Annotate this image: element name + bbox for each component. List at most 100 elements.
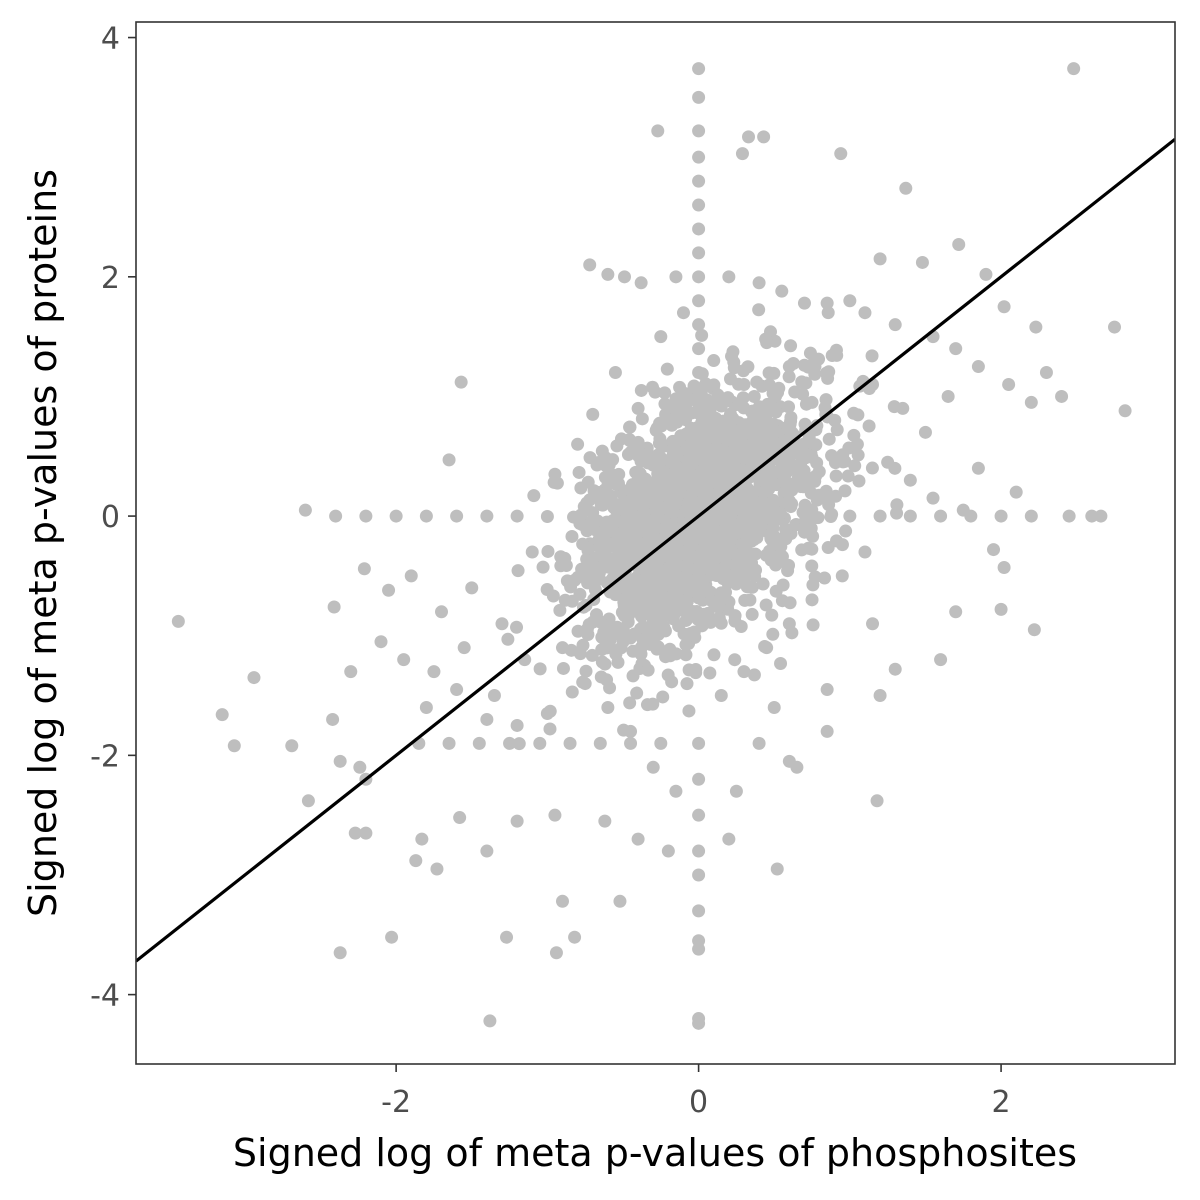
data-point	[1094, 509, 1108, 523]
data-point	[576, 638, 590, 652]
data-point	[680, 677, 694, 691]
data-point	[835, 569, 849, 583]
data-point	[594, 615, 608, 629]
plot-panel-border	[135, 21, 1176, 1065]
data-point	[748, 569, 762, 583]
data-point	[994, 602, 1008, 616]
data-point	[641, 663, 655, 677]
data-point	[971, 461, 985, 475]
fit-line	[136, 137, 1175, 963]
data-point	[616, 623, 630, 637]
data-point	[736, 391, 750, 405]
data-point	[781, 564, 795, 578]
data-point	[997, 300, 1011, 314]
data-point	[661, 844, 675, 858]
data-point	[623, 420, 637, 434]
data-point	[692, 318, 706, 332]
data-point	[617, 609, 631, 623]
data-point	[227, 739, 241, 753]
data-point	[669, 270, 683, 284]
data-point	[790, 463, 804, 477]
data-point	[971, 360, 985, 374]
data-point	[669, 784, 683, 798]
data-point	[873, 252, 887, 266]
data-point	[693, 571, 707, 585]
data-point	[483, 1014, 497, 1028]
data-point	[480, 844, 494, 858]
data-point	[397, 653, 411, 667]
data-point	[689, 531, 703, 545]
data-point	[724, 574, 738, 588]
data-point	[766, 532, 780, 546]
data-point	[841, 469, 855, 483]
data-point	[821, 541, 835, 555]
data-point	[679, 504, 693, 518]
data-point	[873, 509, 887, 523]
data-point	[798, 498, 812, 512]
data-point	[680, 595, 694, 609]
data-point	[873, 689, 887, 703]
data-point	[805, 559, 819, 573]
data-point	[662, 475, 676, 489]
data-point	[890, 498, 904, 512]
data-point	[580, 524, 594, 538]
data-point	[722, 832, 736, 846]
data-point	[918, 425, 932, 439]
data-point	[646, 591, 660, 605]
data-point	[865, 349, 879, 363]
data-point	[896, 401, 910, 415]
data-point	[659, 650, 673, 664]
data-point	[457, 641, 471, 655]
data-point	[720, 534, 734, 548]
data-point	[766, 467, 780, 481]
data-point	[692, 868, 706, 882]
data-point	[692, 342, 706, 356]
data-point	[599, 451, 613, 465]
data-point	[442, 736, 456, 750]
data-point	[692, 808, 706, 822]
data-point	[510, 620, 524, 634]
data-point	[1029, 320, 1043, 334]
data-point	[558, 551, 572, 565]
data-point	[949, 342, 963, 356]
data-point	[745, 607, 759, 621]
data-point	[675, 471, 689, 485]
data-point	[669, 583, 683, 597]
data-point	[571, 437, 585, 451]
scatter-points	[171, 62, 1132, 1030]
data-point	[669, 495, 683, 509]
data-point	[838, 484, 852, 498]
data-point	[679, 648, 693, 662]
data-point	[374, 635, 388, 649]
data-point	[888, 662, 902, 676]
data-point	[752, 276, 766, 290]
data-point	[710, 563, 724, 577]
data-point	[808, 474, 822, 488]
data-point	[501, 632, 515, 646]
data-point	[760, 641, 774, 655]
data-point	[617, 595, 631, 609]
data-point	[749, 406, 763, 420]
data-point	[692, 198, 706, 212]
data-point	[359, 826, 373, 840]
data-point	[623, 433, 637, 447]
data-point	[757, 130, 771, 144]
data-point	[797, 437, 811, 451]
data-point	[630, 686, 644, 700]
data-point	[686, 475, 700, 489]
data-point	[720, 557, 734, 571]
data-point	[750, 427, 764, 441]
data-point	[952, 238, 966, 252]
data-point	[649, 521, 663, 535]
data-point	[1027, 623, 1041, 637]
data-point	[782, 617, 796, 631]
data-point	[573, 587, 587, 601]
data-point	[703, 666, 717, 680]
data-point	[796, 480, 810, 494]
data-point	[634, 609, 648, 623]
data-point	[692, 772, 706, 786]
data-point	[500, 930, 514, 944]
data-point	[632, 580, 646, 594]
data-point	[540, 509, 554, 523]
